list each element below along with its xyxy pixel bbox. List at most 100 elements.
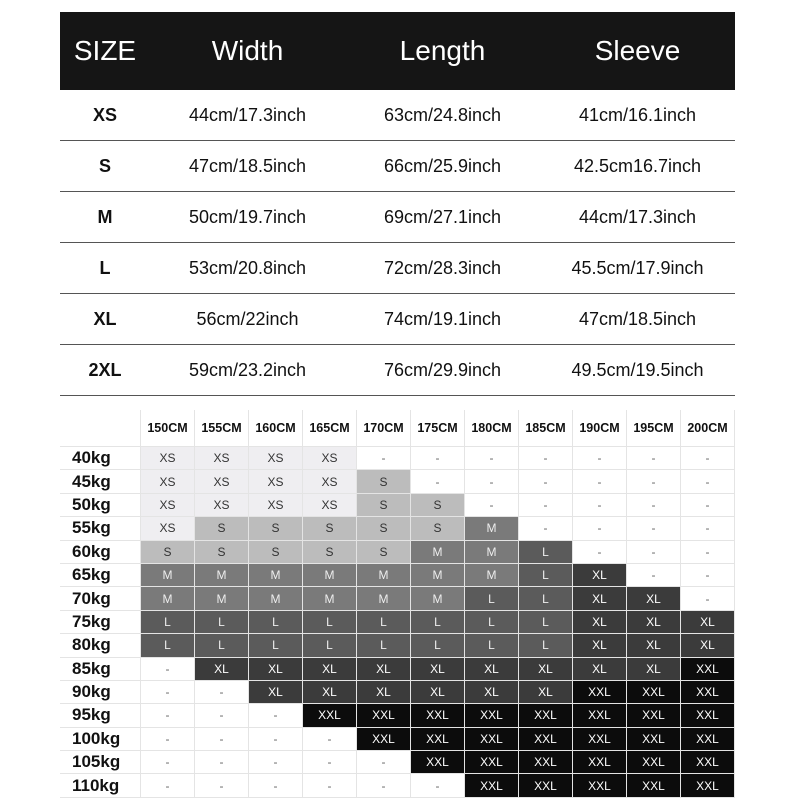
size-cell: L	[518, 586, 573, 611]
size-cell: -	[140, 773, 195, 798]
size-cell: XS	[140, 446, 195, 471]
weight-row: 40kg XS XS XS XS - - - - - - -	[60, 446, 735, 471]
size-cell: XXL	[464, 750, 519, 775]
size-cell: L	[194, 610, 249, 635]
weight-row: 105kg - - - - - XXL XXL XXL XXL XXL XXL	[60, 750, 735, 775]
size-cell: -	[302, 773, 357, 798]
weight-label: 75kg	[60, 610, 141, 635]
size-cell: L	[464, 586, 519, 611]
size-cell: XXL	[680, 773, 735, 798]
size-cell: -	[302, 727, 357, 752]
size-cell: XXL	[410, 750, 465, 775]
weight-row: 55kg XS S S S S S M - - - -	[60, 516, 735, 541]
size-cell: -	[680, 563, 735, 588]
size-cell: -	[194, 727, 249, 752]
weight-label: 85kg	[60, 657, 141, 681]
width-value: 53cm/20.8inch	[188, 257, 307, 278]
height-header: 185CM	[518, 410, 573, 447]
size-cell: XL	[302, 680, 357, 705]
length-value: 72cm/28.3inch	[383, 257, 502, 278]
size-cell: M	[248, 586, 303, 611]
size-cell: -	[626, 516, 681, 541]
length-value: 66cm/25.9inch	[383, 155, 502, 176]
height-header: 170CM	[356, 410, 411, 447]
size-cell: S	[248, 540, 303, 564]
header-width: Width	[211, 35, 284, 66]
size-cell: -	[248, 773, 303, 798]
length-value: 69cm/27.1inch	[383, 206, 502, 227]
size-cell: XXL	[410, 703, 465, 728]
size-cell: L	[248, 610, 303, 635]
size-cell: XXL	[518, 727, 573, 752]
size-cell: XS	[194, 469, 249, 494]
weight-row: 50kg XS XS XS XS S S - - - - -	[60, 493, 735, 518]
size-label: XS	[92, 104, 117, 125]
size-cell: XL	[518, 657, 573, 681]
size-cell: XL	[410, 680, 465, 705]
size-cell: XXL	[356, 727, 411, 752]
size-cell: XXL	[518, 750, 573, 775]
size-cell: -	[194, 773, 249, 798]
size-cell: XL	[302, 657, 357, 681]
measurement-row: M 50cm/19.7inch 69cm/27.1inch 44cm/17.3inch	[60, 192, 735, 243]
size-cell: L	[356, 610, 411, 635]
size-cell: XS	[140, 469, 195, 494]
size-cell: L	[140, 610, 195, 635]
size-cell: XS	[194, 446, 249, 471]
sleeve-value: 45.5cm/17.9inch	[571, 257, 704, 278]
size-cell: XXL	[572, 703, 627, 728]
measurement-row: L 53cm/20.8inch 72cm/28.3inch 45.5cm/17.9in…	[60, 243, 735, 294]
size-cell: -	[626, 493, 681, 518]
weight-row: 75kg L L L L L L L L XL XL XL	[60, 610, 735, 635]
size-cell: -	[194, 703, 249, 728]
size-cell: -	[356, 773, 411, 798]
size-cell: L	[194, 633, 249, 658]
weight-row: 65kg M M M M M M M L XL - -	[60, 563, 735, 588]
size-cell: XS	[302, 493, 357, 518]
size-cell: M	[356, 563, 411, 588]
size-cell: -	[626, 563, 681, 588]
size-cell: M	[140, 563, 195, 588]
size-cell: XL	[572, 610, 627, 635]
size-cell: -	[680, 493, 735, 518]
sleeve-value: 44cm/17.3inch	[578, 206, 697, 227]
size-cell: S	[410, 516, 465, 541]
size-cell: XXL	[626, 680, 681, 705]
size-cell: M	[464, 516, 519, 541]
size-cell: S	[194, 516, 249, 541]
size-cell: -	[518, 469, 573, 494]
size-cell: L	[302, 633, 357, 658]
size-cell: S	[356, 516, 411, 541]
size-cell: XL	[680, 610, 735, 635]
size-cell: S	[302, 516, 357, 541]
size-cell: L	[410, 633, 465, 658]
size-cell: -	[464, 446, 519, 471]
size-cell: XS	[194, 493, 249, 518]
weight-label: 45kg	[60, 469, 141, 494]
size-cell: -	[356, 750, 411, 775]
size-cell: M	[140, 586, 195, 611]
size-cell: -	[140, 727, 195, 752]
measurement-table: SIZE Width Length Sleeve XS 44cm/17.3inch…	[60, 12, 735, 396]
width-value: 56cm/22inch	[196, 308, 299, 329]
size-cell: L	[356, 633, 411, 658]
size-cell: M	[302, 563, 357, 588]
measurement-row: S 47cm/18.5inch 66cm/25.9inch 42.5cm16.7inc…	[60, 141, 735, 192]
size-cell: XL	[248, 680, 303, 705]
size-cell: -	[518, 516, 573, 541]
size-cell: XL	[464, 680, 519, 705]
weight-label: 105kg	[60, 750, 141, 775]
weight-label: 70kg	[60, 586, 141, 611]
weight-row: 100kg - - - - XXL XXL XXL XXL XXL XXL XXL	[60, 727, 735, 752]
size-cell: XXL	[302, 703, 357, 728]
size-cell: S	[140, 540, 195, 564]
sleeve-value: 42.5cm16.7inch	[573, 155, 702, 176]
size-cell: XXL	[464, 703, 519, 728]
weight-row: 80kg L L L L L L L L XL XL XL	[60, 633, 735, 658]
weight-label: 95kg	[60, 703, 141, 728]
sleeve-value: 49.5cm/19.5inch	[571, 359, 704, 380]
size-cell: -	[140, 657, 195, 681]
size-cell: M	[410, 540, 465, 564]
size-cell: S	[194, 540, 249, 564]
height-header: 175CM	[410, 410, 465, 447]
